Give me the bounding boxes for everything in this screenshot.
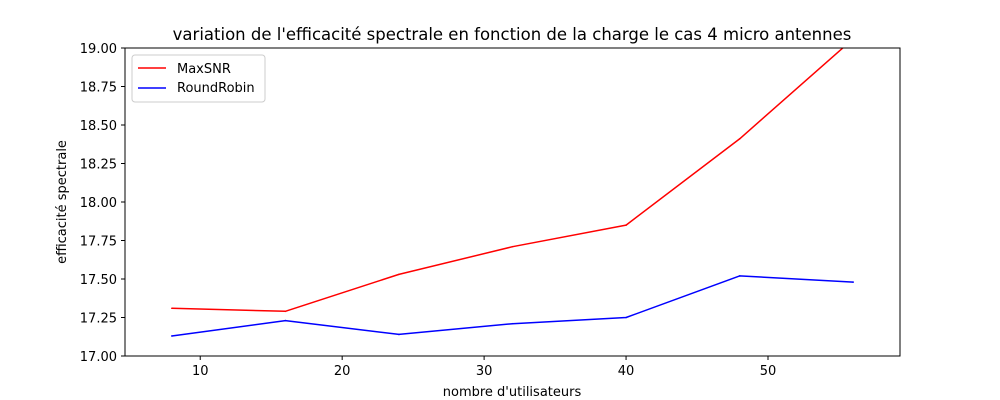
data-point-maxsnr bbox=[171, 307, 173, 310]
x-tick-label: 40 bbox=[618, 364, 635, 379]
legend-box bbox=[131, 54, 266, 103]
y-tick-label: 17.00 bbox=[80, 350, 117, 365]
data-point-maxsnr bbox=[284, 310, 287, 313]
y-axis-label: efficacité spectrale bbox=[55, 140, 70, 264]
x-tick-label: 20 bbox=[334, 364, 351, 379]
y-tick-label: 17.50 bbox=[80, 273, 117, 288]
y-tick-label: 18.50 bbox=[80, 119, 117, 134]
data-point-roundrobin bbox=[398, 333, 400, 336]
y-tick-label: 19.00 bbox=[80, 42, 117, 57]
legend-label-maxsnr: MaxSNR bbox=[177, 62, 231, 77]
legend-label-roundrobin: RoundRobin bbox=[177, 81, 255, 96]
data-point-roundrobin bbox=[738, 275, 741, 277]
y-axis-ticks: 17.00 17.25 17.50 17.75 18.00 18.25 18.50 18.75… bbox=[80, 42, 125, 365]
data-point-roundrobin bbox=[511, 322, 514, 325]
data-point-roundrobin bbox=[171, 335, 173, 337]
data-point-maxsnr bbox=[511, 245, 514, 248]
y-tick-label: 18.75 bbox=[80, 81, 117, 96]
y-tick-label: 17.75 bbox=[80, 235, 117, 250]
x-tick-label: 10 bbox=[192, 364, 209, 379]
x-tick-label: 30 bbox=[476, 364, 493, 379]
x-axis-ticks: 10 20 30 40 50 bbox=[192, 356, 776, 379]
data-point-roundrobin bbox=[284, 319, 287, 322]
data-point-maxsnr bbox=[852, 38, 854, 40]
data-point-maxsnr bbox=[625, 224, 627, 226]
x-tick-label: 50 bbox=[760, 364, 777, 379]
data-point-roundrobin bbox=[625, 316, 627, 319]
x-axis-label: nombre d'utilisateurs bbox=[443, 385, 582, 400]
series-line-roundrobin bbox=[171, 275, 854, 337]
series-layer bbox=[171, 38, 854, 337]
plot-frame bbox=[124, 47, 901, 357]
data-point-roundrobin bbox=[852, 281, 854, 283]
series-line-maxsnr bbox=[171, 48, 844, 313]
data-point-maxsnr bbox=[738, 138, 741, 140]
legend: MaxSNR RoundRobin bbox=[131, 54, 266, 103]
y-tick-label: 18.25 bbox=[80, 158, 117, 173]
y-tick-label: 18.00 bbox=[80, 196, 117, 211]
y-tick-label: 17.25 bbox=[80, 312, 117, 327]
chart-title: variation de l'efficacité spectrale en f… bbox=[173, 25, 852, 44]
data-point-maxsnr bbox=[398, 273, 400, 276]
